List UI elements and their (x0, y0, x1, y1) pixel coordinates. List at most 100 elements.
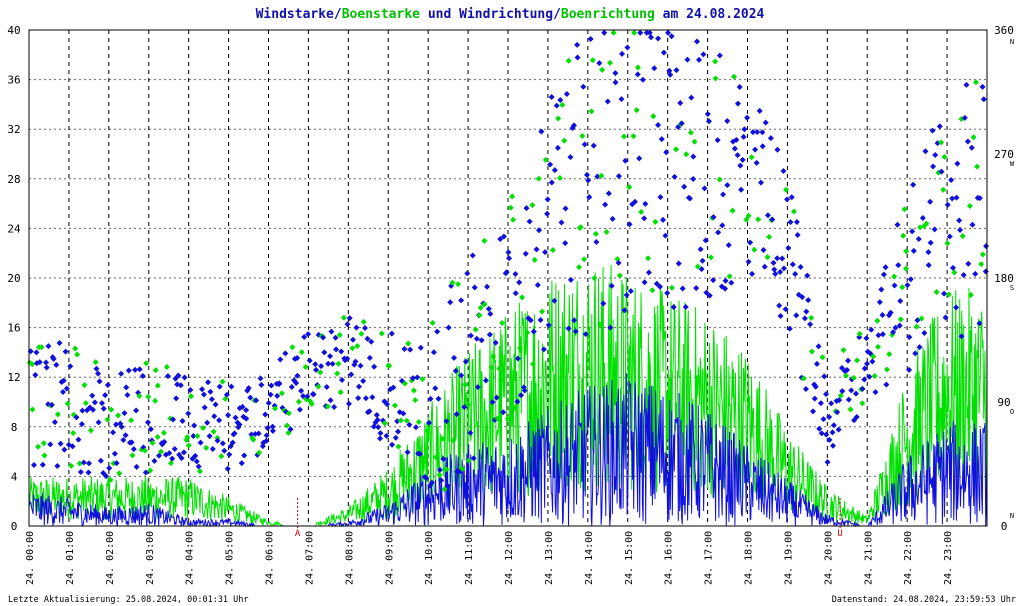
gust-direction-marker (429, 319, 436, 326)
gust-direction-marker (107, 477, 114, 484)
footer-last-update: Letzte Aktualisierung: 25.08.2024, 00:01… (8, 595, 249, 605)
gust-direction-marker (967, 291, 974, 298)
wind-direction-marker (440, 456, 447, 463)
gust-direction-marker (335, 360, 342, 367)
wind-direction-marker (388, 330, 395, 337)
wind-direction-marker (374, 416, 381, 423)
gust-direction-marker (424, 427, 431, 434)
gust-direction-marker (598, 172, 605, 179)
wind-direction-marker (333, 346, 340, 353)
wind-direction-marker (875, 332, 882, 339)
gust-direction-marker (432, 454, 439, 461)
axes: A U0481216202428323640090180270360NOSWN24… (7, 24, 1015, 585)
wind-direction-marker (89, 392, 96, 399)
wind-direction-marker (199, 386, 206, 393)
wind-direction-marker (953, 194, 960, 201)
wind-direction-marker (193, 458, 200, 465)
wind-direction-marker (75, 436, 82, 443)
x-tick-label: 24. 03:00 (145, 531, 156, 585)
wind-direction-marker (696, 56, 703, 63)
wind-direction-marker (547, 161, 554, 168)
wind-direction-marker (636, 155, 643, 162)
wind-direction-marker (542, 249, 549, 256)
gust-direction-marker (918, 315, 925, 322)
wind-direction-marker (355, 395, 362, 402)
wind-direction-marker (43, 359, 50, 366)
gust-direction-marker (751, 246, 758, 253)
wind-direction-marker (228, 383, 235, 390)
gust-direction-marker (531, 256, 538, 263)
wind-direction-marker (216, 417, 223, 424)
gust-direction-marker (743, 216, 750, 223)
wind-direction-marker (484, 283, 491, 290)
wind-direction-marker (438, 477, 445, 484)
wind-direction-marker (77, 468, 84, 475)
gust-direction-marker (92, 359, 99, 366)
wind-direction-marker (503, 269, 510, 276)
x-tick-label: 24. 02:00 (105, 531, 116, 585)
gust-direction-marker (633, 107, 640, 114)
wind-direction-marker (63, 385, 70, 392)
wind-direction-marker (844, 367, 851, 374)
gust-direction-marker (29, 361, 36, 368)
wind-direction-marker (100, 405, 107, 412)
wind-direction-marker (452, 367, 459, 374)
gust-direction-marker (497, 376, 504, 383)
wind-direction-marker (401, 346, 408, 353)
wind-direction-marker (670, 304, 677, 311)
x-tick-label: 24. 08:00 (344, 531, 355, 585)
wind-direction-marker (786, 325, 793, 332)
wind-direction-marker (779, 255, 786, 262)
wind-direction-marker (339, 376, 346, 383)
title-sep-2: / (553, 7, 561, 22)
gust-direction-marker (645, 255, 652, 262)
wind-direction-marker (375, 424, 382, 431)
gust-direction-marker (145, 393, 152, 400)
gust-direction-marker (302, 363, 309, 370)
wind-direction-marker (667, 71, 674, 78)
gust-direction-marker (687, 129, 694, 136)
wind-direction-marker (533, 246, 540, 253)
gust-direction-marker (196, 468, 203, 475)
wind-direction-marker (414, 374, 421, 381)
wind-direction-marker (469, 252, 476, 259)
x-tick-label: 24. 10:00 (424, 531, 435, 585)
wind-direction-marker (527, 317, 534, 324)
wind-direction-marker (53, 361, 60, 368)
wind-direction-marker (848, 387, 855, 394)
gust-direction-marker (163, 363, 170, 370)
gust-direction-marker (87, 427, 94, 434)
gust-direction-marker (588, 108, 595, 115)
wind-direction-marker (909, 228, 916, 235)
wind-direction-marker (96, 378, 103, 385)
y-left-tick-label: 40 (7, 24, 20, 37)
gust-direction-marker (745, 212, 752, 219)
wind-direction-marker (79, 407, 86, 414)
wind-direction-marker (118, 370, 125, 377)
x-tick-label: 24. 13:00 (544, 531, 555, 585)
gust-direction-marker (691, 138, 698, 145)
wind-direction-marker (919, 214, 926, 221)
wind-direction-marker (813, 360, 820, 367)
wind-direction-marker (829, 429, 836, 436)
gust-direction-marker (897, 316, 904, 323)
wind-direction-marker (353, 324, 360, 331)
wind-direction-marker (682, 303, 689, 310)
wind-direction-marker (505, 249, 512, 256)
gust-direction-marker (488, 364, 495, 371)
wind-direction-marker (173, 395, 180, 402)
wind-direction-marker (453, 411, 460, 418)
wind-direction-marker (447, 299, 454, 306)
wind-direction-marker (662, 232, 669, 239)
wind-direction-marker (51, 419, 58, 426)
wind-direction-marker (694, 38, 701, 45)
wind-direction-marker (219, 440, 226, 447)
wind-direction-marker (464, 270, 471, 277)
wind-direction-marker (93, 365, 100, 372)
wind-direction-marker (551, 167, 558, 174)
gust-direction-marker (358, 330, 365, 337)
gust-direction-marker (630, 133, 637, 140)
wind-direction-marker (818, 430, 825, 437)
wind-direction-marker (264, 425, 271, 432)
